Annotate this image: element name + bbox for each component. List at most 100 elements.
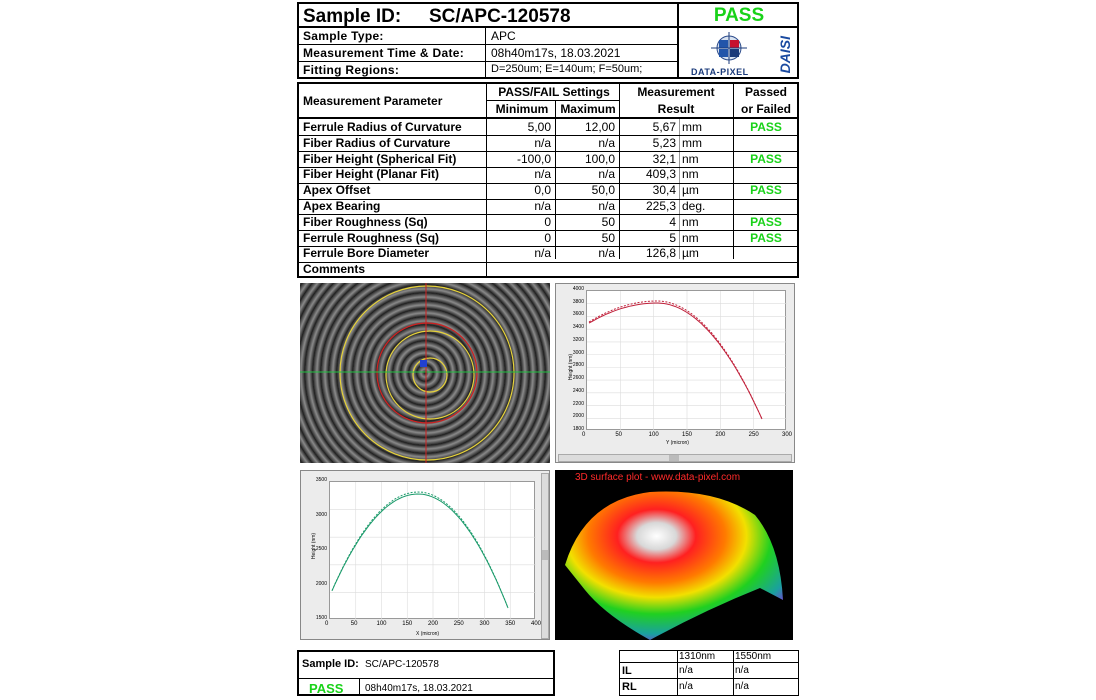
param-max: 100,0 <box>584 151 615 166</box>
x-tick-label: 50 <box>615 432 623 438</box>
loss-row-rule-2 <box>620 678 798 679</box>
param-min: 0,0 <box>534 183 551 198</box>
surface-plot: 3D surface plot - www.data-pixel.com <box>555 470 793 640</box>
param-max: 12,00 <box>584 120 615 134</box>
y-tick-label: 3400 <box>572 324 584 331</box>
x-tick-label: 300 <box>479 621 490 627</box>
loss-il-1310: n/a <box>679 665 693 676</box>
y-tick-label: 2600 <box>572 375 584 382</box>
x-profile-svg <box>330 482 536 620</box>
param-min: 0 <box>544 230 551 245</box>
param-label: Ferrule Roughness (Sq) <box>303 230 440 245</box>
param-min: -100,0 <box>516 151 551 166</box>
x-xlabel: X (micron) <box>416 631 440 637</box>
param-unit: deg. <box>682 199 706 213</box>
param-label: Comments <box>303 262 366 277</box>
footer-time-value: 08h40m17s, 18.03.2021 <box>365 683 473 694</box>
footer-sample-id-label: Sample ID: <box>302 658 359 670</box>
footer-status-badge: PASS <box>309 681 344 696</box>
sample-type-label: Sample Type: <box>303 29 384 43</box>
footer-id-rule <box>299 678 553 679</box>
param-min: n/a <box>534 167 551 182</box>
param-result: 409,3 <box>645 167 676 182</box>
footer-sample-id-value: SC/APC-120578 <box>365 659 439 670</box>
param-result: 30,4 <box>652 183 676 198</box>
x-tick-label: 250 <box>748 432 759 438</box>
y-horizontal-scrollbar[interactable] <box>558 454 792 462</box>
y-scroll-thumb[interactable] <box>669 455 679 461</box>
profile-curve <box>331 493 509 609</box>
col-rule-3 <box>619 84 620 259</box>
x-tick-label: 350 <box>505 621 516 627</box>
logo-side-text: DAISI <box>777 36 793 74</box>
status-badge: PASS <box>750 230 782 245</box>
param-min: n/a <box>534 246 551 261</box>
y-tick-label: 2400 <box>572 387 584 394</box>
param-label: Fiber Roughness (Sq) <box>303 214 428 229</box>
fit-curve <box>588 300 763 420</box>
report-sheet: Sample ID: SC/APC-120578 Sample Type: AP… <box>297 0 801 700</box>
fitting-regions-row: Fitting Regions: D=250um; E=140um; F=50u… <box>299 62 679 79</box>
loss-row-rule-1 <box>620 662 798 663</box>
loss-rl-1550: n/a <box>735 681 749 692</box>
param-max: 50,0 <box>591 183 615 198</box>
sample-type-row: Sample Type: APC <box>299 28 679 45</box>
data-pixel-logo-icon <box>711 32 747 64</box>
fitting-regions-value: D=250um; E=140um; F=50um; <box>491 63 643 75</box>
sample-id-label: Sample ID: <box>303 6 402 27</box>
status-badge: PASS <box>750 120 782 134</box>
param-label: Fiber Height (Planar Fit) <box>303 167 440 182</box>
x-tick-label: 0 <box>582 432 586 438</box>
row-rule <box>299 135 799 137</box>
status-badge: PASS <box>750 183 782 198</box>
param-result: 32,1 <box>652 151 676 166</box>
row-rule <box>299 261 799 263</box>
param-result: 225,3 <box>645 199 676 213</box>
col-header-pf-2: or Failed <box>740 102 791 116</box>
col-header-result-2: Result <box>657 102 695 116</box>
param-unit: nm <box>682 151 699 166</box>
param-max: n/a <box>598 199 615 213</box>
col-rule-unit <box>679 119 680 259</box>
status-badge: PASS <box>750 214 782 229</box>
interferogram-overlay <box>300 283 550 463</box>
y-tick-label: 2800 <box>572 362 584 369</box>
footer-id-box: Sample ID: SC/APC-120578 PASS 08h40m17s,… <box>297 650 555 696</box>
x-tick-label: 300 <box>782 432 793 438</box>
x-profile-chart: 0 50 100 150 200 250 300 350 400 1500 2000 2500 300… <box>300 470 550 640</box>
x-plot-area <box>329 481 536 620</box>
loss-col-1310: 1310nm <box>679 651 716 662</box>
param-max: n/a <box>598 246 615 261</box>
row-rule <box>299 151 799 153</box>
status-badge: PASS <box>713 5 765 26</box>
y-tick-label: 2000 <box>315 580 327 587</box>
y-tick-label: 1500 <box>315 615 327 621</box>
footer-id-vrule <box>359 678 360 696</box>
param-result: 5,23 <box>652 135 676 150</box>
profile-curve <box>588 302 763 420</box>
col-header-max: Maximum <box>560 102 616 116</box>
measurement-time-row: Measurement Time & Date: 08h40m17s, 18.0… <box>299 45 679 62</box>
surface-title: 3D surface plot - www.data-pixel.com <box>575 472 741 483</box>
row-rule <box>299 198 799 200</box>
col-rule-2 <box>555 101 556 259</box>
param-min: 5,00 <box>527 120 551 134</box>
header-divider <box>485 28 486 79</box>
param-unit: nm <box>682 167 699 182</box>
settings-subrule <box>487 100 619 101</box>
measurement-time-value: 08h40m17s, 18.03.2021 <box>491 46 621 60</box>
sample-type-value: APC <box>491 29 516 43</box>
param-result: 126,8 <box>645 246 676 261</box>
loss-rl-1310: n/a <box>679 681 693 692</box>
x-tick-label: 100 <box>648 432 659 438</box>
y-tick-label: 1800 <box>572 426 584 432</box>
col-header-pf-1: Passed <box>744 85 788 99</box>
y-tick-label: 2500 <box>315 546 327 552</box>
row-rule <box>299 166 799 168</box>
y-tick-label: 3000 <box>315 511 327 518</box>
x-scroll-thumb[interactable] <box>542 550 548 560</box>
x-tick-label: 200 <box>428 621 439 627</box>
row-rule <box>299 230 799 232</box>
x-tick-label: 0 <box>325 621 329 627</box>
x-vertical-scrollbar[interactable] <box>541 473 549 639</box>
